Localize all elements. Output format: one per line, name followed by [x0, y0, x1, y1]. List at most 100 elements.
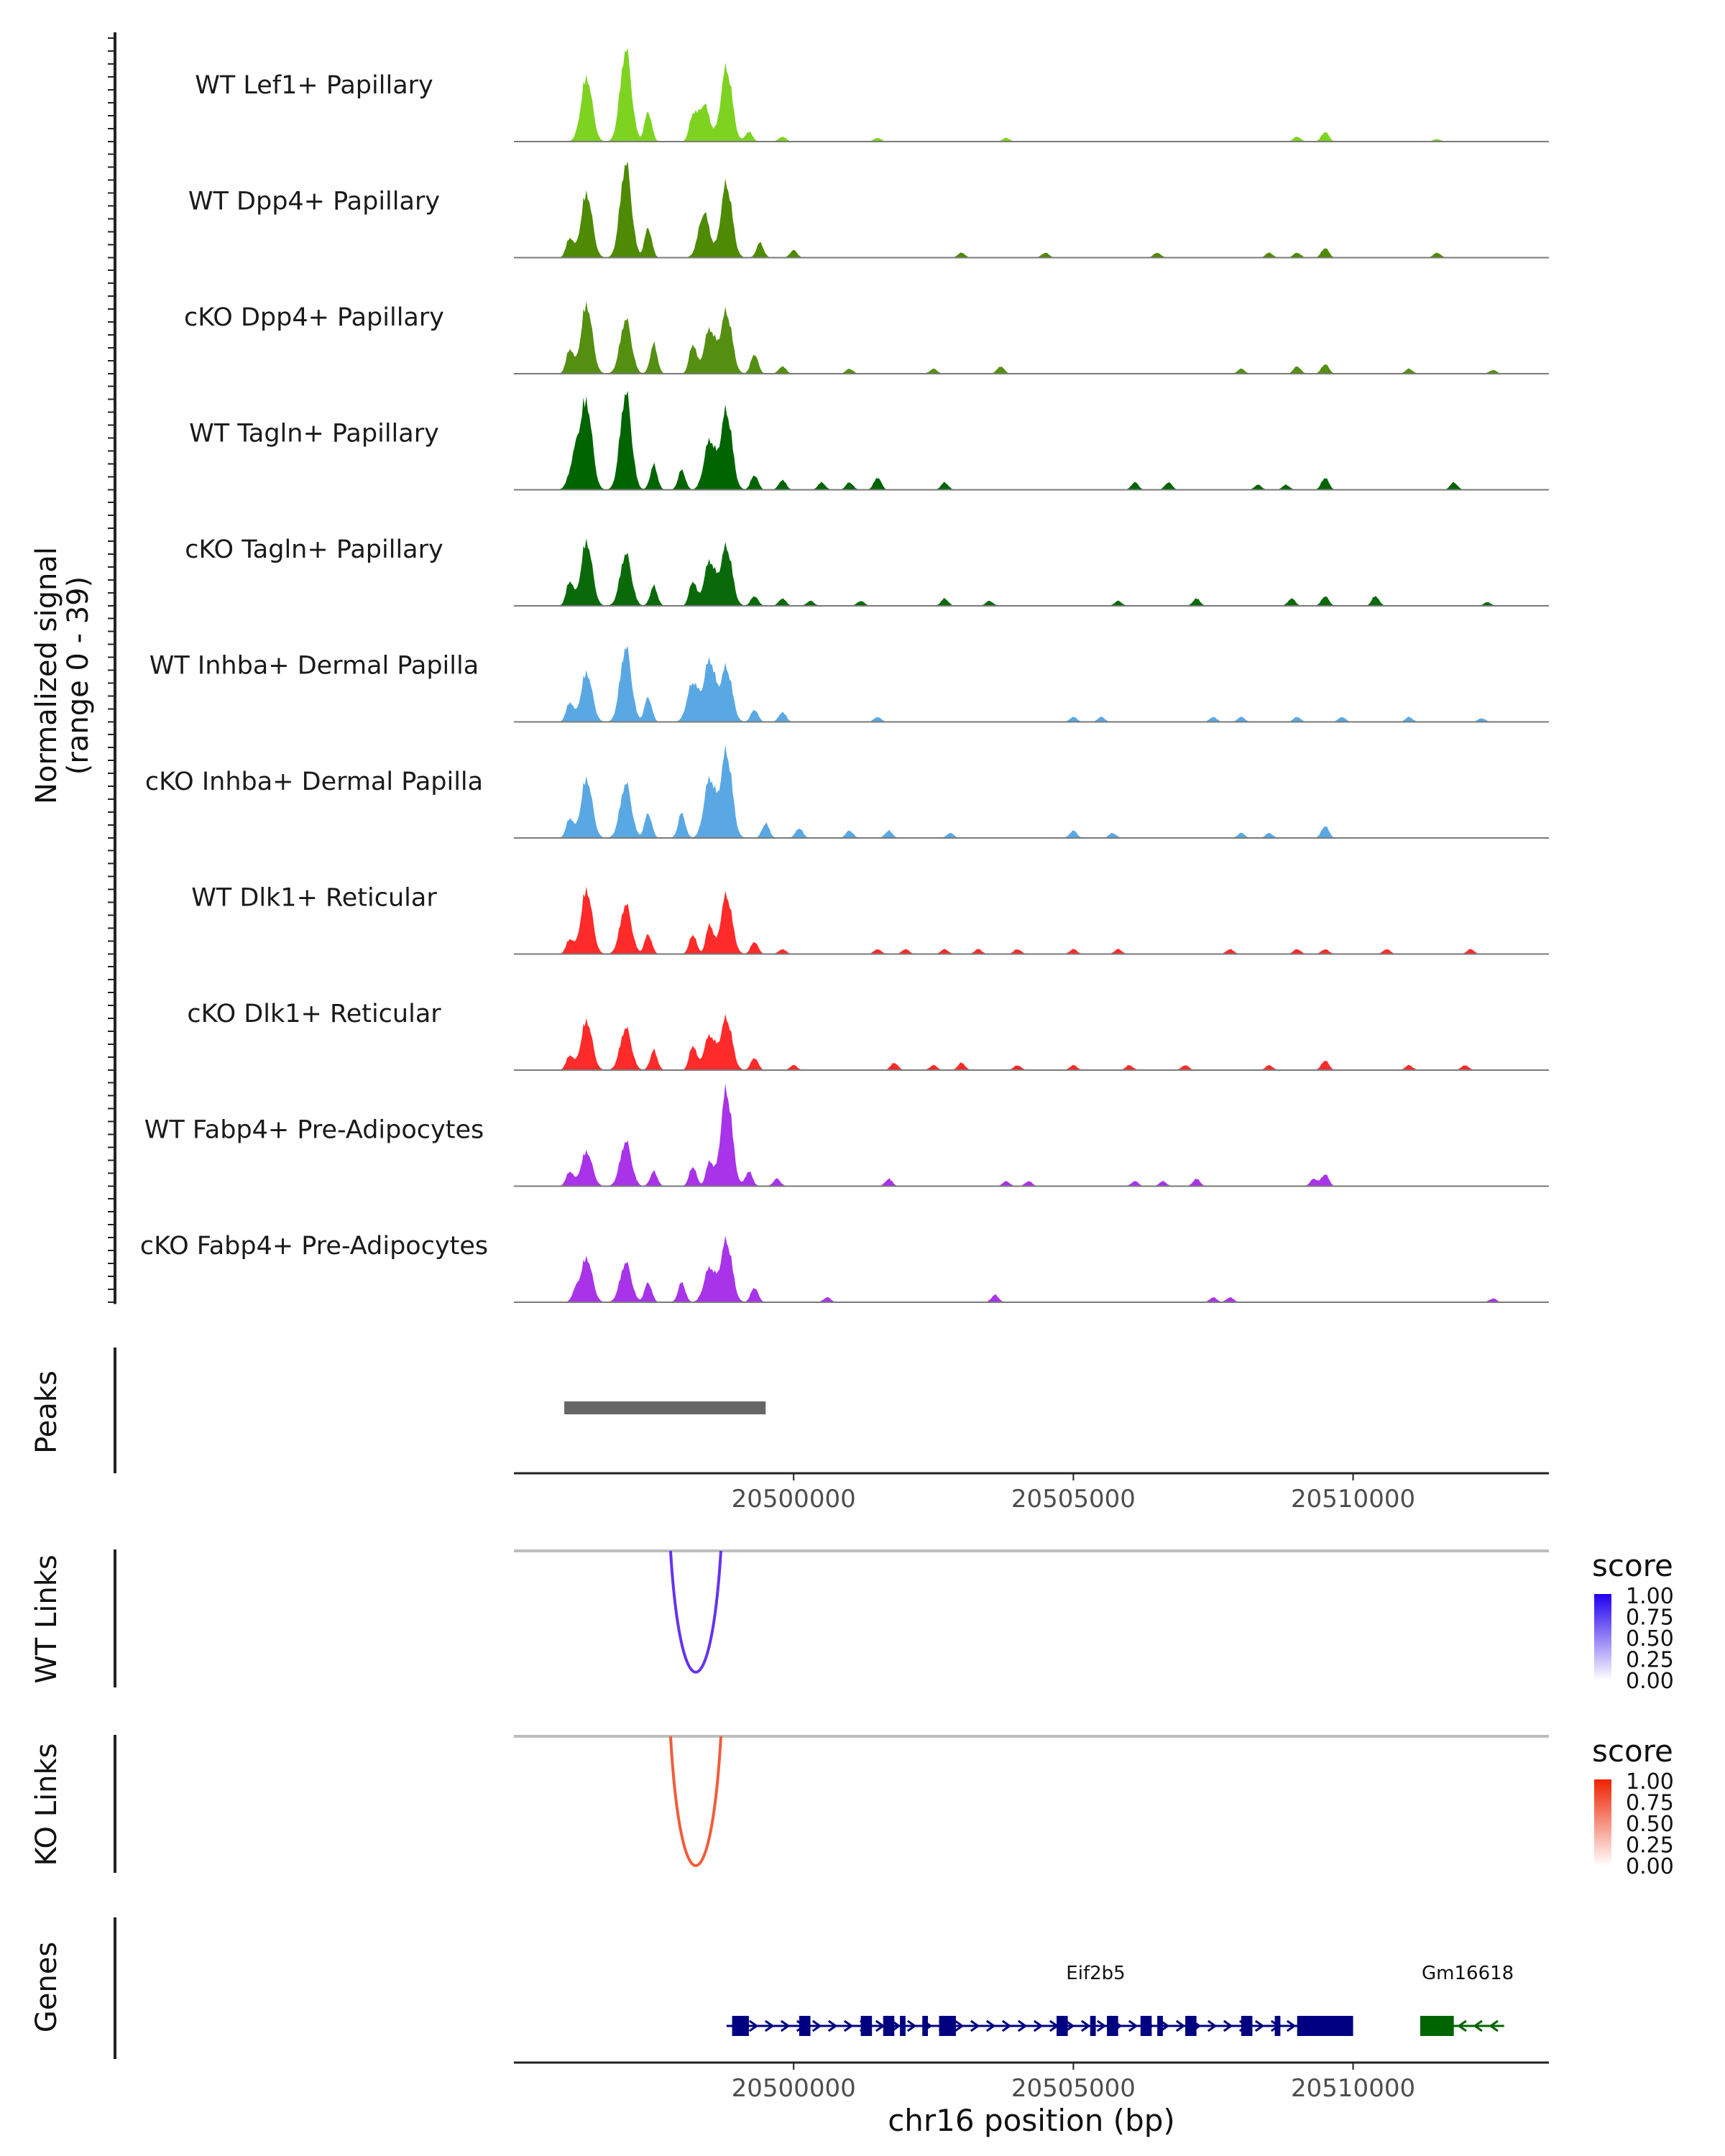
link-arc — [668, 1550, 722, 1674]
coverage-track: cKO Fabp4+ Pre-Adipocytes — [140, 1232, 1549, 1303]
legend-tick-label: 0.75 — [1626, 1606, 1674, 1631]
link-track-label: KO Links — [30, 1743, 63, 1866]
gene-exon — [922, 2016, 928, 2036]
gene-exon — [1090, 2016, 1096, 2036]
coverage-track: WT Inhba+ Dermal Papilla — [150, 645, 1549, 723]
strand-arrow — [748, 2019, 759, 2032]
gene-exon — [939, 2016, 956, 2036]
track-label: cKO Inhba+ Dermal Papilla — [145, 768, 483, 796]
coverage-area — [514, 1014, 1549, 1070]
coverage-track: WT Fabp4+ Pre-Adipocytes — [144, 1083, 1549, 1187]
peak-region — [564, 1401, 766, 1414]
legend-tick-label: 1.00 — [1626, 1584, 1674, 1609]
coverage-track: WT Lef1+ Papillary — [195, 47, 1549, 142]
coverage-area — [514, 1083, 1549, 1187]
strand-arrow — [843, 2019, 854, 2032]
strand-arrow — [1207, 2019, 1218, 2032]
x-tick-label: 20505000 — [1011, 2074, 1136, 2103]
gene-exon — [799, 2016, 811, 2036]
coverage-area — [514, 161, 1549, 258]
genes-panel: Genes Eif2b5 Gm16618 20500000 20505000 205100… — [30, 1917, 1549, 2138]
gene-exon — [1274, 2016, 1281, 2036]
track-label: WT Dlk1+ Reticular — [191, 884, 437, 913]
peaks-panel: Peaks — [30, 1348, 766, 1473]
coverage-area — [514, 47, 1549, 142]
legend-title: score — [1592, 1548, 1673, 1583]
legend-tick-label: 0.00 — [1626, 1669, 1674, 1694]
legend-tick-label: 0.25 — [1626, 1648, 1674, 1673]
genes-label: Genes — [30, 1942, 63, 2032]
y-axis-label: Normalized signal — [30, 547, 63, 804]
strand-arrow — [1159, 2019, 1170, 2032]
coverage-track: cKO Tagln+ Papillary — [185, 535, 1549, 607]
legend-tick-label: 0.50 — [1626, 1626, 1674, 1651]
strand-arrow — [1473, 2019, 1483, 2032]
legend-title: score — [1592, 1733, 1673, 1769]
gene-exon — [900, 2016, 906, 2036]
gene-model: Gm16618 — [1420, 1963, 1514, 2036]
coverage-area — [514, 391, 1549, 490]
peaks-label: Peaks — [30, 1370, 63, 1454]
strand-arrow — [1286, 2019, 1297, 2032]
track-label: WT Tagln+ Papillary — [189, 420, 439, 448]
coverage-area — [514, 538, 1549, 606]
x-axis-top: 20500000 20505000 20510000 — [514, 1472, 1549, 1514]
strand-arrow — [1175, 2019, 1186, 2032]
strand-arrow — [1489, 2019, 1499, 2032]
coverage-area — [514, 1235, 1549, 1302]
strand-arrow — [906, 2019, 917, 2032]
x-tick-label: 20510000 — [1291, 1485, 1415, 1514]
legend-tick-label: 1.00 — [1626, 1769, 1674, 1795]
x-tick-label: 20500000 — [732, 2074, 856, 2103]
gene-exon — [732, 2016, 749, 2036]
strand-arrow — [827, 2019, 838, 2032]
strand-arrow — [780, 2019, 791, 2032]
strand-arrow — [1096, 2019, 1107, 2032]
gene-name: Gm16618 — [1422, 1963, 1514, 1984]
x-tick-label: 20510000 — [1291, 2074, 1415, 2103]
gene-name: Eif2b5 — [1066, 1963, 1125, 1984]
gene-exon — [1420, 2016, 1454, 2036]
x-axis-title: chr16 position (bp) — [888, 2103, 1175, 2138]
track-label: WT Lef1+ Papillary — [195, 71, 433, 100]
strand-arrow — [1017, 2019, 1028, 2032]
legend-tick-label: 0.25 — [1626, 1833, 1674, 1858]
gene-exon — [1185, 2016, 1197, 2036]
track-label: cKO Tagln+ Papillary — [185, 535, 443, 564]
legend-tick-label: 0.00 — [1626, 1854, 1674, 1879]
gene-model: Eif2b5 — [726, 1963, 1353, 2036]
gene-exon — [1057, 2016, 1068, 2036]
coverage-track: WT Tagln+ Papillary — [189, 391, 1549, 491]
coverage-track: cKO Inhba+ Dermal Papilla — [145, 744, 1549, 839]
coverage-area — [514, 645, 1549, 722]
track-label: cKO Dpp4+ Papillary — [184, 303, 444, 332]
gene-exon — [860, 2016, 873, 2036]
legend-tick-label: 0.75 — [1626, 1791, 1674, 1816]
track-label: WT Dpp4+ Papillary — [188, 188, 440, 216]
strand-arrow — [1064, 2019, 1075, 2032]
coverage-panel: Normalized signal(range 0 - 39) WT Lef1+ … — [30, 32, 1549, 1304]
coverage-area — [514, 744, 1549, 838]
gene-exon — [883, 2016, 895, 2036]
coverage-area — [514, 300, 1549, 374]
link-arc — [668, 1736, 722, 1867]
strand-arrow — [970, 2019, 980, 2032]
link-track-label: WT Links — [30, 1554, 63, 1683]
coverage-area — [514, 886, 1549, 954]
strand-arrow — [1457, 2019, 1467, 2032]
strand-arrow — [1001, 2019, 1012, 2032]
strand-arrow — [764, 2019, 775, 2032]
coverage-track: cKO Dpp4+ Papillary — [184, 300, 1549, 374]
strand-arrow — [985, 2019, 996, 2032]
gene-exon — [1157, 2016, 1163, 2036]
track-label: cKO Fabp4+ Pre-Adipocytes — [140, 1232, 488, 1261]
track-label: WT Fabp4+ Pre-Adipocytes — [144, 1116, 484, 1145]
legend-colorbar — [1594, 1779, 1611, 1866]
y-axis-label-range: (range 0 - 39) — [62, 576, 95, 775]
gene-exon — [1297, 2016, 1353, 2036]
